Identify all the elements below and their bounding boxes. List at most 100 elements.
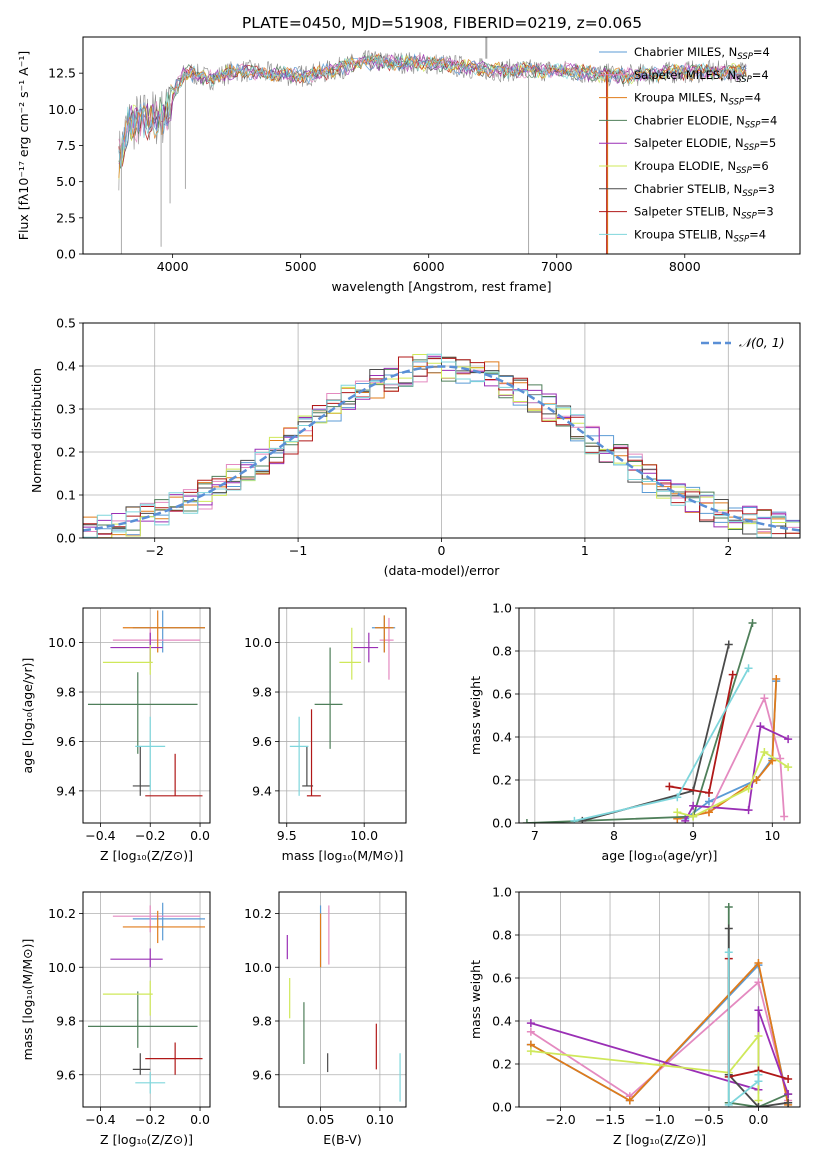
weight-point-salpeter_miles [754,978,763,987]
y-tick-label: 10.0 [244,635,272,650]
weight-point-chabrier_elodie [522,819,531,823]
y-tick-label: 0.3 [56,402,76,417]
plot-area [522,619,793,823]
plot-area [286,905,401,1102]
x-axis-label: age [log₁₀(age/yr)] [602,848,718,863]
x-tick-label: 6000 [413,259,445,274]
histogram-kroupa_stelib [83,353,800,538]
weight-point-salpeter_elodie [744,806,753,815]
x-tick-label: 8 [610,828,618,843]
plot-area [87,902,206,1094]
y-tick-label: 0.6 [492,971,512,986]
weight-point-chabrier_elodie [724,903,733,912]
weight-point-chabrier_elodie [748,619,757,628]
x-tick-label: 0.05 [307,1112,335,1127]
x-tick-label: 0.0 [190,1112,210,1127]
weight-point-kroupa_miles [625,1096,634,1105]
x-axis-label: mass [log₁₀(M/M⊙)] [282,848,404,863]
weight-point-salpeter_stelib [728,670,737,679]
y-tick-label: 10.0 [244,960,272,975]
y-tick-label: 0.6 [492,687,512,702]
y-tick-label: 0.2 [492,773,512,788]
spectrum-legend: Chabrier MILES, NSSP=4 Salpeter MILES, NS… [599,45,777,244]
y-tick-label: 10.2 [48,906,76,921]
legend-entry-salpeter_miles: Salpeter MILES, NSSP=4 [634,68,769,85]
weight-point-salpeter_elodie [784,1090,793,1099]
axes-frame [82,891,211,1108]
y-axis-label: mass weight [468,676,483,755]
x-tick-label: −0.4 [85,828,115,843]
y-tick-label: 0.0 [56,247,76,262]
plot-area [87,610,206,797]
y-tick-label: 1.0 [492,601,512,616]
spectrum-title: PLATE=0450, MJD=51908, FIBERID=0219, z=0… [242,14,642,32]
legend-entry-salpeter_elodie: Salpeter ELODIE, NSSP=5 [634,136,776,153]
weight-vs-metallicity-axes: −2.0 −1.5 −1.0 −0.5 0.0 0.0 0.2 0.4 0.6 0.8 1.0 Z [… [468,885,801,1147]
y-tick-label: 0.2 [56,445,76,460]
y-tick-label: 9.4 [56,783,76,798]
x-tick-label: −2 [145,543,163,558]
weight-point-kroupa_elodie [673,808,682,817]
x-tick-label: −0.2 [135,828,165,843]
weight-point-kroupa_stelib [724,948,733,957]
y-tick-label: 5.0 [56,174,76,189]
y-axis-label: age [log₁₀(age/yr)] [20,658,35,774]
plot-area [118,37,747,254]
weight-point-salpeter_stelib [784,1075,793,1084]
weight-point-kroupa_elodie [754,1032,763,1041]
x-tick-label: −1 [289,543,307,558]
weight-line-kroupa_stelib [574,667,750,822]
y-axis-label: Normed distribution [29,368,44,493]
x-tick-label: 1 [581,543,589,558]
y-axis-label: mass weight [468,960,483,1039]
weight-point-chabrier_stelib [724,640,733,649]
y-tick-label: 0.4 [492,730,512,745]
x-tick-label: −1.0 [644,1112,674,1127]
y-tick-label: 9.6 [252,734,272,749]
legend-entry-kroupa_miles: Kroupa MILES, NSSP=4 [634,91,761,108]
weight-point-kroupa_elodie [689,812,698,821]
weight-point-salpeter_elodie [526,1019,535,1028]
y-tick-label: 0.0 [492,816,512,831]
x-tick-label: 2 [724,543,732,558]
weight-point-kroupa_miles [704,808,713,817]
plot-area [526,903,793,1107]
x-tick-label: 7000 [541,259,573,274]
legend-entry-chabrier_stelib: Chabrier STELIB, NSSP=3 [634,182,775,199]
age-vs-metallicity-axes: −0.4 −0.2 0.0 9.4 9.6 9.8 10.0 Z [log₁₀(Z/Z⊙)] a… [20,607,211,863]
plot-area [289,615,396,797]
weight-point-kroupa_stelib [724,1100,733,1107]
x-axis-label: E(B-V) [323,1132,362,1147]
weight-point-chabrier_stelib [754,1103,763,1107]
model-line-kroupa_stelib [118,52,747,167]
axes-frame [82,322,801,539]
age-vs-mass-axes: 9.5 10.0 9.4 9.6 9.8 10.0 mass [log₁₀(M/M⊙)] [244,607,407,863]
weight-line-kroupa_miles [530,961,790,1106]
plot-area [83,353,800,538]
x-tick-label: 8000 [669,259,701,274]
weight-point-salpeter_elodie [756,722,765,731]
weight-point-salpeter_elodie [754,1006,763,1015]
weight-point-salpeter_stelib [704,788,713,797]
legend-entry-normal: 𝒩(0, 1) [739,335,785,350]
x-axis-label: Z [log₁₀(Z/Z⊙)] [100,1132,193,1147]
axes-frame [82,36,801,255]
x-tick-label: −2.0 [545,1112,575,1127]
model-line-kroupa_miles [118,53,747,178]
axes-frame [518,607,801,824]
x-tick-label: −0.5 [694,1112,724,1127]
residuals-axes: −2 −1 0 1 2 0.0 0.1 0.2 0.3 0.4 0.5 (data-model)/er… [29,316,801,578]
weight-point-salpeter_elodie [784,735,793,744]
y-tick-label: 0.1 [56,488,76,503]
y-tick-label: 0.8 [492,644,512,659]
weight-line-chabrier_stelib [582,644,730,822]
x-tick-label: −1.5 [595,1112,625,1127]
x-tick-label: 10.0 [350,828,378,843]
x-tick-label: −0.2 [135,1112,165,1127]
y-tick-label: 1.0 [492,885,512,900]
weight-point-salpeter_elodie [689,801,698,810]
x-tick-label: 0 [438,543,446,558]
y-tick-label: 9.8 [56,1014,76,1029]
y-tick-label: 9.6 [56,1067,76,1082]
